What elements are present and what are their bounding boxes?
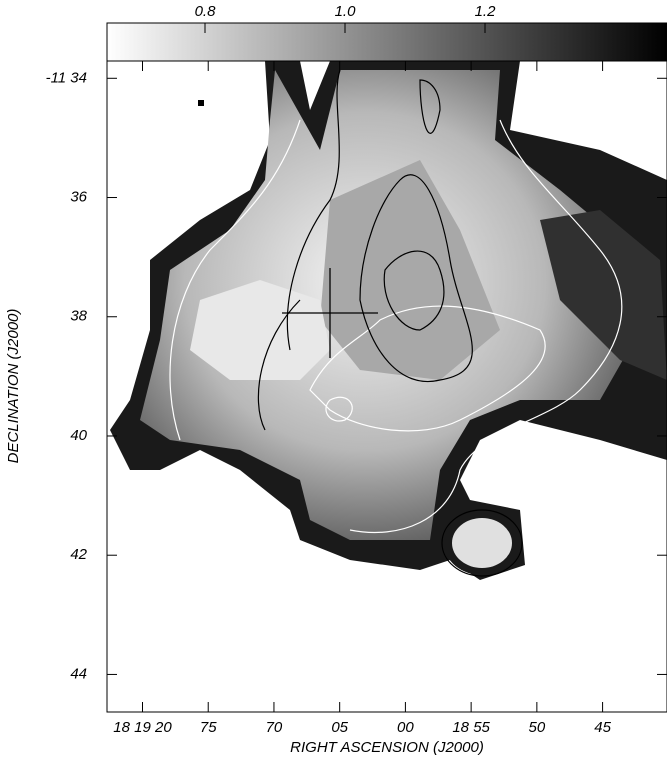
x-axis-title: RIGHT ASCENSION (J2000) — [290, 739, 484, 756]
x-tick-label: 45 — [594, 719, 611, 736]
x-tick-label: 00 — [397, 719, 414, 736]
y-tick-label: -11 34 — [46, 69, 87, 86]
y-tick-label: 40 — [70, 427, 87, 444]
y-axis-title: DECLINATION (J2000) — [5, 309, 22, 464]
map-image — [110, 61, 667, 580]
y-tick-label: 36 — [70, 188, 87, 205]
x-tick-label: 05 — [331, 719, 348, 736]
x-tick-label: 75 — [200, 719, 217, 736]
colorbar-tick-label: 0.8 — [195, 3, 217, 20]
colorbar — [106, 22, 667, 62]
y-tick-label: 38 — [70, 308, 87, 325]
x-tick-label: 70 — [266, 719, 283, 736]
y-tick-label: 42 — [70, 546, 87, 563]
x-tick-label: 18 19 20 — [113, 719, 172, 736]
x-tick-label: 50 — [529, 719, 546, 736]
x-tick-label: 18 55 — [452, 719, 490, 736]
plot-frame — [106, 60, 667, 713]
colorbar-tick-label: 1.0 — [335, 3, 357, 20]
y-tick-label: 44 — [70, 665, 87, 682]
colorbar-tick-label: 1.2 — [475, 3, 497, 20]
